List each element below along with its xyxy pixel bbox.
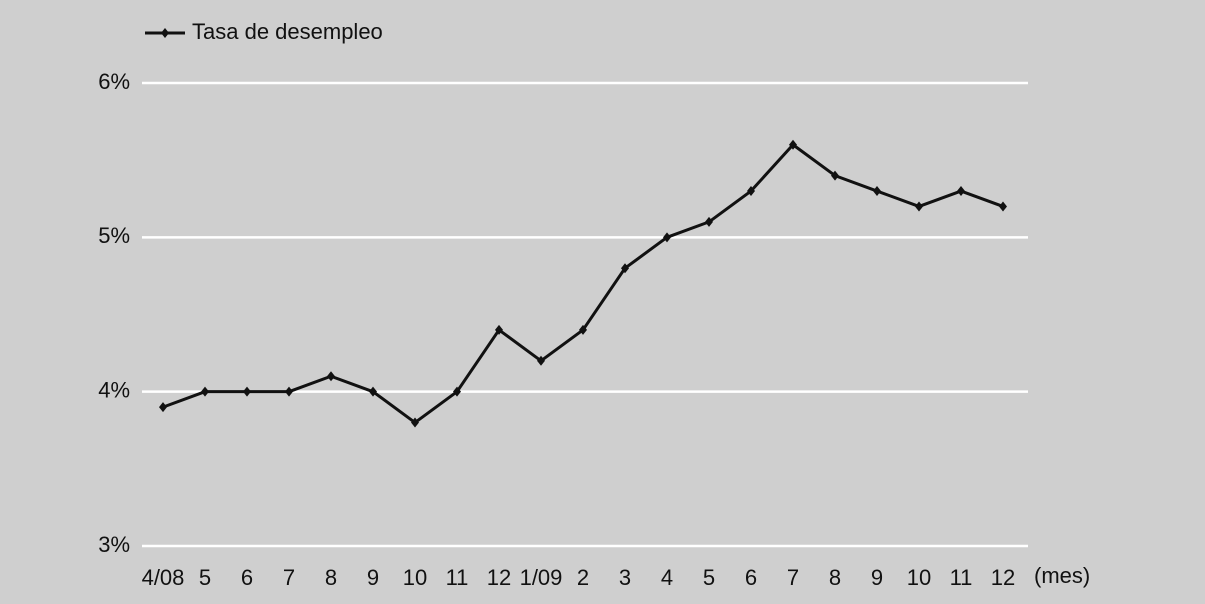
data-point [537, 355, 545, 366]
data-point [621, 263, 629, 274]
x-tick-label: 2 [577, 565, 589, 590]
data-point [201, 386, 209, 397]
x-tick-label: 5 [703, 565, 715, 590]
x-tick-label: 1/09 [520, 565, 563, 590]
legend-label: Tasa de desempleo [192, 19, 383, 44]
data-point [705, 216, 713, 227]
data-point [369, 386, 377, 397]
x-tick-label: 5 [199, 565, 211, 590]
data-point [579, 324, 587, 335]
data-point [873, 186, 881, 197]
x-tick-label: 7 [283, 565, 295, 590]
y-tick-label: 5% [98, 223, 130, 248]
data-point [789, 139, 797, 150]
x-tick-label: 7 [787, 565, 799, 590]
x-tick-label: 9 [871, 565, 883, 590]
x-tick-label: 3 [619, 565, 631, 590]
data-point [663, 232, 671, 243]
data-point [495, 324, 503, 335]
data-point [831, 170, 839, 181]
x-tick-label: 12 [487, 565, 511, 590]
data-point [327, 371, 335, 382]
x-tick-label: 8 [829, 565, 841, 590]
x-tick-label: 6 [745, 565, 757, 590]
data-point [159, 402, 167, 413]
x-tick-label: 4 [661, 565, 673, 590]
x-axis-note: (mes) [1034, 563, 1090, 588]
x-tick-label: 8 [325, 565, 337, 590]
x-tick-label: 10 [403, 565, 427, 590]
data-point [915, 201, 923, 212]
x-tick-label: 10 [907, 565, 931, 590]
data-point [999, 201, 1007, 212]
y-tick-label: 6% [98, 69, 130, 94]
data-point [285, 386, 293, 397]
y-tick-label: 4% [98, 377, 130, 402]
x-tick-label: 9 [367, 565, 379, 590]
legend-marker [161, 28, 169, 38]
data-point [747, 186, 755, 197]
data-point [957, 186, 965, 197]
y-tick-label: 3% [98, 532, 130, 557]
x-tick-label: 12 [991, 565, 1015, 590]
x-tick-label: 6 [241, 565, 253, 590]
x-tick-label: 4/08 [142, 565, 185, 590]
x-tick-label: 11 [446, 565, 469, 590]
x-tick-label: 11 [950, 565, 973, 590]
data-point [243, 386, 251, 397]
data-point [411, 417, 419, 428]
data-point [453, 386, 461, 397]
